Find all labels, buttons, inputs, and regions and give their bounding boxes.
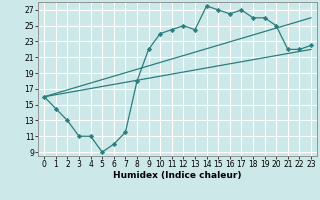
X-axis label: Humidex (Indice chaleur): Humidex (Indice chaleur)	[113, 171, 242, 180]
